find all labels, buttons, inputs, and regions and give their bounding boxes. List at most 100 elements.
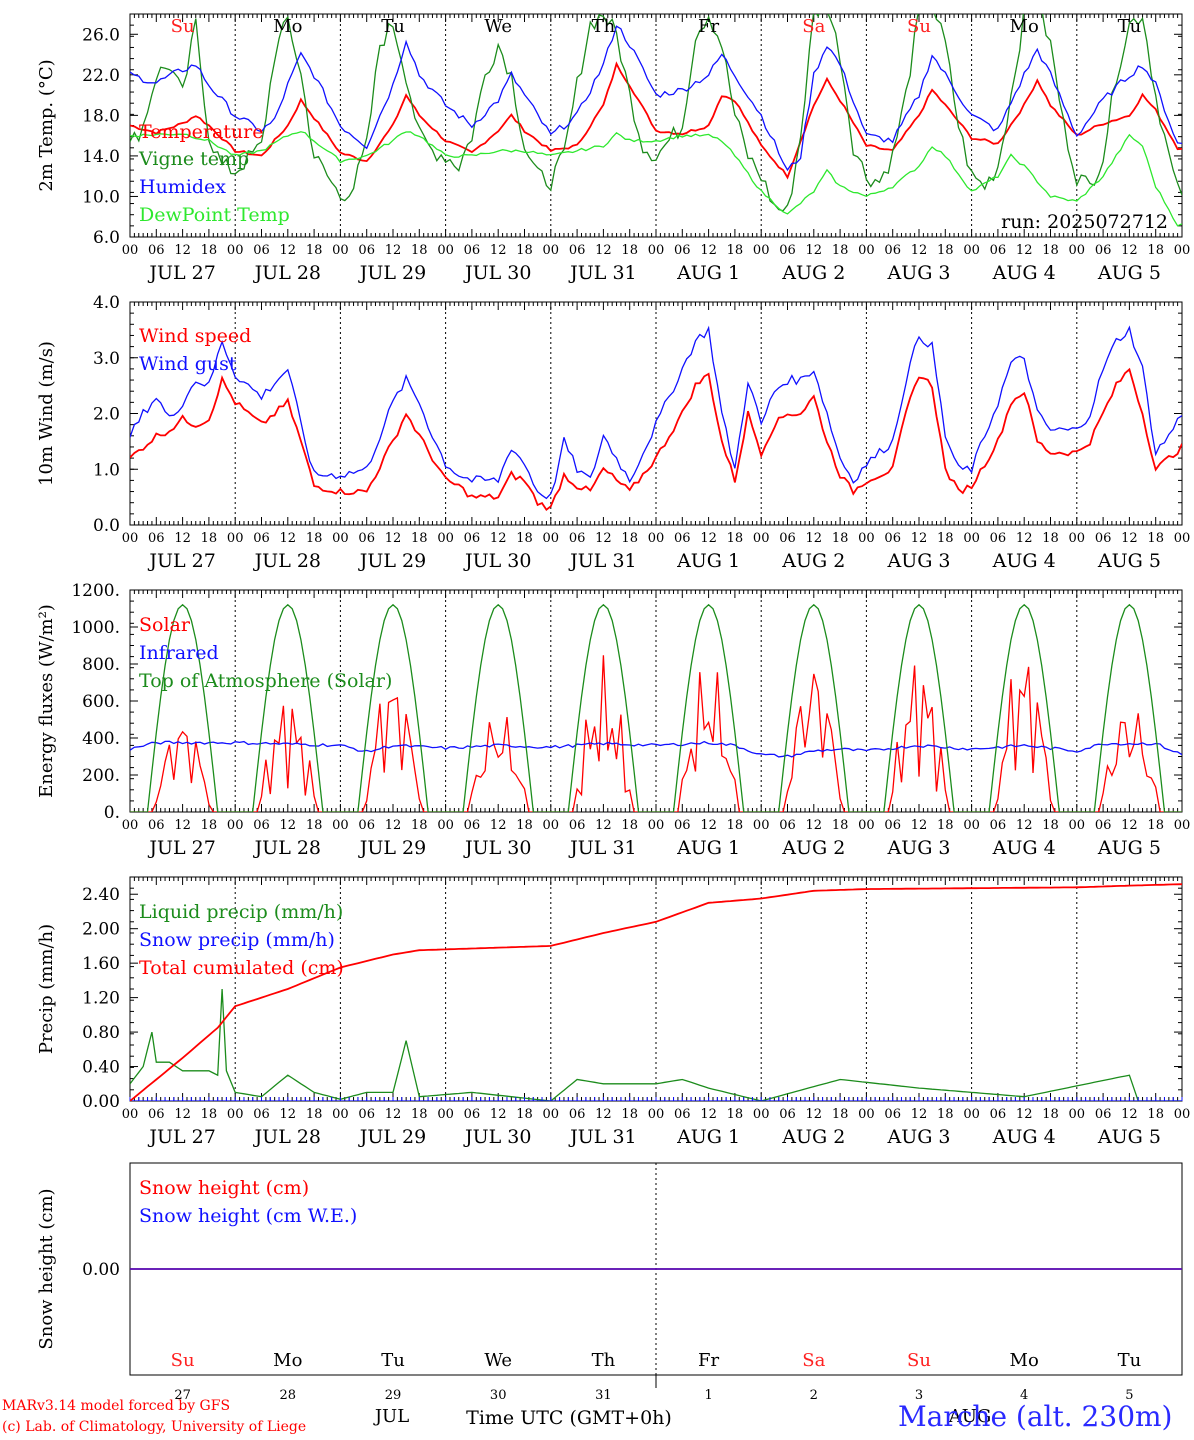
hour-label: 06 bbox=[253, 818, 270, 833]
date-label: JUL 27 bbox=[147, 837, 215, 859]
hour-label: 06 bbox=[674, 243, 691, 258]
hour-label: 00 bbox=[1174, 1107, 1191, 1122]
hour-label: 18 bbox=[306, 531, 323, 546]
hour-label: 12 bbox=[385, 531, 402, 546]
hour-label: 12 bbox=[280, 818, 297, 833]
series-line bbox=[130, 131, 1182, 227]
hour-label: 00 bbox=[648, 531, 665, 546]
day-name: Fr bbox=[698, 1350, 719, 1371]
series-line bbox=[130, 367, 1182, 512]
hour-label: 00 bbox=[332, 531, 349, 546]
hour-label: 00 bbox=[437, 243, 454, 258]
hour-label: 12 bbox=[1121, 531, 1138, 546]
hour-label: 00 bbox=[332, 243, 349, 258]
hour-label: 12 bbox=[385, 243, 402, 258]
hour-label: 12 bbox=[700, 818, 717, 833]
date-label: JUL 31 bbox=[568, 550, 636, 572]
y-tick-label: 14.0 bbox=[82, 147, 120, 167]
y-tick-label: 3.0 bbox=[93, 349, 120, 369]
hour-label: 00 bbox=[1069, 243, 1086, 258]
hour-label: 18 bbox=[1147, 531, 1164, 546]
date-label: AUG 1 bbox=[676, 262, 740, 284]
hour-label: 18 bbox=[621, 531, 638, 546]
hour-label: 00 bbox=[543, 1107, 560, 1122]
hour-label: 12 bbox=[806, 1107, 823, 1122]
hour-label: 18 bbox=[832, 1107, 849, 1122]
hour-label: 18 bbox=[516, 243, 533, 258]
hour-label: 06 bbox=[253, 531, 270, 546]
hour-label: 12 bbox=[385, 818, 402, 833]
hour-label: 00 bbox=[437, 818, 454, 833]
day-name: Tu bbox=[1118, 16, 1142, 37]
date-label: AUG 3 bbox=[886, 837, 950, 859]
hour-label: 00 bbox=[122, 818, 139, 833]
hour-label: 00 bbox=[1174, 243, 1191, 258]
hour-label: 12 bbox=[595, 531, 612, 546]
hour-label: 00 bbox=[753, 1107, 770, 1122]
series-line bbox=[130, 740, 1182, 758]
hour-label: 06 bbox=[1095, 818, 1112, 833]
hour-label: 00 bbox=[437, 531, 454, 546]
legend-label: Top of Atmosphere (Solar) bbox=[139, 670, 392, 692]
hour-label: 12 bbox=[595, 243, 612, 258]
hour-label: 06 bbox=[1095, 243, 1112, 258]
hour-label: 18 bbox=[201, 1107, 218, 1122]
panel-3 bbox=[129, 589, 1183, 813]
date-label: AUG 5 bbox=[1097, 550, 1161, 572]
hour-label: 06 bbox=[464, 818, 481, 833]
legend-label: Total cumulated (cm) bbox=[139, 957, 344, 979]
legend-label: Snow height (cm W.E.) bbox=[139, 1205, 357, 1227]
y-tick-label: 2.40 bbox=[82, 885, 120, 905]
hour-label: 06 bbox=[569, 243, 586, 258]
hour-label: 18 bbox=[832, 531, 849, 546]
model-credit: MARv3.14 model forced by GFS bbox=[2, 1398, 231, 1414]
month-label: AUG bbox=[948, 1406, 992, 1427]
day-number: 29 bbox=[385, 1388, 402, 1403]
hour-label: 12 bbox=[280, 243, 297, 258]
day-name: Tu bbox=[1118, 1350, 1142, 1371]
hour-label: 12 bbox=[595, 1107, 612, 1122]
day-name: Sa bbox=[802, 1350, 825, 1371]
hour-label: 12 bbox=[280, 531, 297, 546]
date-label: AUG 3 bbox=[886, 1126, 950, 1148]
hour-label: 00 bbox=[543, 243, 560, 258]
date-label: AUG 2 bbox=[781, 837, 845, 859]
date-label: JUL 29 bbox=[358, 837, 426, 859]
day-name: We bbox=[484, 16, 512, 37]
hour-label: 12 bbox=[174, 1107, 191, 1122]
hour-label: 18 bbox=[201, 243, 218, 258]
hour-label: 00 bbox=[1069, 818, 1086, 833]
hour-label: 18 bbox=[621, 243, 638, 258]
date-label: JUL 30 bbox=[463, 262, 531, 284]
day-name: Sa bbox=[802, 16, 825, 37]
hour-label: 12 bbox=[280, 1107, 297, 1122]
hour-label: 00 bbox=[332, 1107, 349, 1122]
hour-label: 18 bbox=[411, 1107, 428, 1122]
run-label: run: 2025072712 bbox=[1001, 211, 1168, 233]
hour-label: 18 bbox=[516, 818, 533, 833]
hour-label: 18 bbox=[937, 531, 954, 546]
hour-label: 00 bbox=[648, 243, 665, 258]
hour-label: 06 bbox=[674, 531, 691, 546]
hour-label: 12 bbox=[385, 1107, 402, 1122]
day-name: Su bbox=[171, 1350, 195, 1371]
y-tick-label: 1000. bbox=[71, 618, 120, 638]
hour-label: 00 bbox=[1174, 818, 1191, 833]
series-line bbox=[130, 14, 1182, 212]
hour-label: 18 bbox=[411, 531, 428, 546]
hour-label: 18 bbox=[411, 818, 428, 833]
x-axis-title: Time UTC (GMT+0h) bbox=[466, 1407, 672, 1429]
hour-label: 12 bbox=[1121, 243, 1138, 258]
date-label: AUG 4 bbox=[992, 837, 1056, 859]
y-tick-label: 0.40 bbox=[82, 1058, 120, 1078]
hour-label: 00 bbox=[332, 818, 349, 833]
hour-label: 00 bbox=[648, 818, 665, 833]
day-name: Su bbox=[907, 16, 931, 37]
y-tick-label: 600. bbox=[82, 692, 120, 712]
hour-label: 00 bbox=[963, 243, 980, 258]
hour-label: 12 bbox=[490, 818, 507, 833]
y-tick-label: 0. bbox=[104, 803, 120, 823]
day-name: Mo bbox=[1010, 1350, 1039, 1371]
date-label: JUL 29 bbox=[358, 550, 426, 572]
day-number: 30 bbox=[490, 1388, 507, 1403]
